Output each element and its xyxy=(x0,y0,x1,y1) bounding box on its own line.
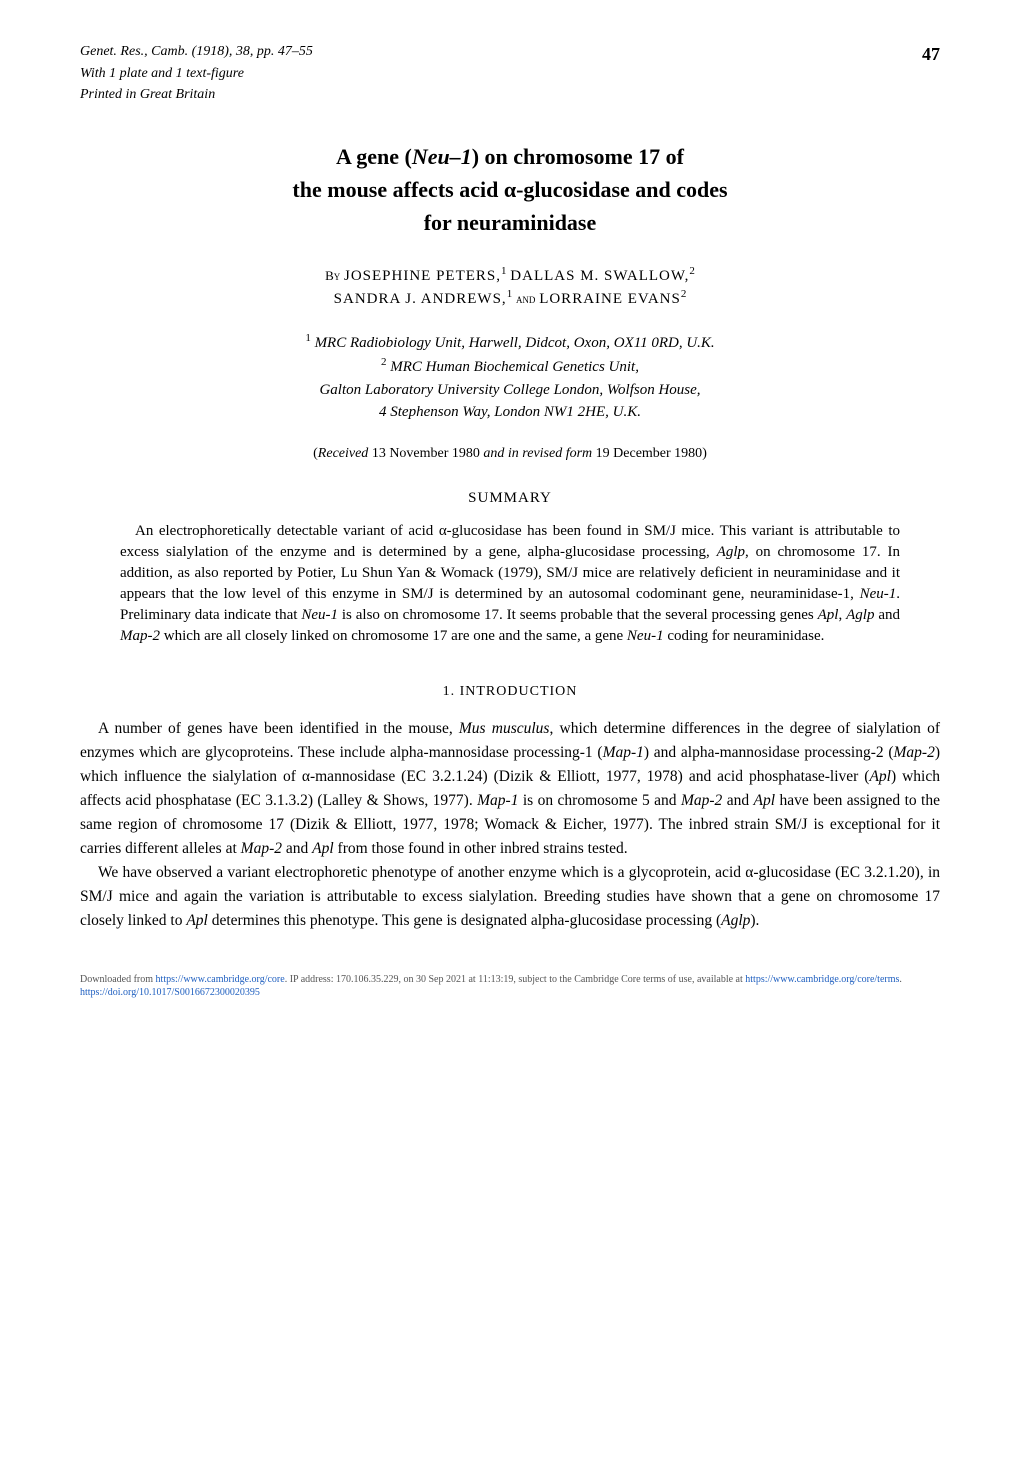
summary-mid-4: , xyxy=(838,607,846,623)
author-2: DALLAS M. SWALLOW, xyxy=(510,268,689,284)
and-label: and xyxy=(516,291,536,306)
summary-text: An electrophoretically detectable varian… xyxy=(120,521,900,647)
aff-1-sup: 1 xyxy=(305,332,311,344)
author-3-sup: 1 xyxy=(507,288,513,300)
p1-gene-6: Apl xyxy=(754,792,776,809)
introduction-body: A number of genes have been identified i… xyxy=(80,717,940,933)
intro-paragraph-2: We have observed a variant electrophoret… xyxy=(80,861,940,933)
summary-end: coding for neuraminidase. xyxy=(664,628,825,644)
intro-paragraph-1: A number of genes have been identified i… xyxy=(80,717,940,861)
affiliation-2: MRC Human Biochemical Genetics Unit, xyxy=(390,359,639,375)
p1-gene-1: Map-1 xyxy=(603,744,644,761)
footer-link-3[interactable]: https://doi.org/10.1017/S001667230002039… xyxy=(80,987,260,998)
p2-mid-1: determines this phenotype. This gene is … xyxy=(208,912,721,929)
p1-mid-6: and xyxy=(722,792,753,809)
affiliation-2b: Galton Laboratory University College Lon… xyxy=(319,382,700,398)
summary-heading: SUMMARY xyxy=(80,488,940,509)
p1-gene-5: Map-2 xyxy=(681,792,722,809)
summary-gene-7: Neu-1 xyxy=(627,628,664,644)
p1-mid-2: ) and alpha-mannosidase processing-2 ( xyxy=(644,744,894,761)
received-date-1: 13 November 1980 xyxy=(372,446,480,461)
footer-link-2[interactable]: https://www.cambridge.org/core/terms xyxy=(745,974,899,985)
affiliations-block: 1 MRC Radiobiology Unit, Harwell, Didcot… xyxy=(110,330,910,424)
p1-gene-7: Map-2 xyxy=(241,840,282,857)
article-title: A gene (Neu–1) on chromosome 17 of the m… xyxy=(120,140,900,239)
p1-species: Mus musculus xyxy=(459,720,550,737)
title-text-pre: A gene ( xyxy=(336,144,412,169)
p1-gene-8: Apl xyxy=(312,840,334,857)
footer-mid-1: . IP address: 170.106.35.229, on 30 Sep … xyxy=(285,974,746,985)
summary-mid-3: is also on chromosome 17. It seems proba… xyxy=(338,607,818,623)
footer-mid-2: . xyxy=(899,974,902,985)
journal-reference: Genet. Res., Camb. (1918), 38, pp. 47–55… xyxy=(80,42,940,62)
received-label: Received xyxy=(318,446,369,461)
title-line2: the mouse affects acid α-glucosidase and… xyxy=(292,177,727,202)
page-number: 47 xyxy=(922,42,940,67)
summary-gene-6: Map-2 xyxy=(120,628,160,644)
p2-gene-2: Aglp xyxy=(721,912,750,929)
title-text-post: ) on chromosome 17 of xyxy=(472,144,684,169)
affiliation-1: MRC Radiobiology Unit, Harwell, Didcot, … xyxy=(315,335,715,351)
summary-gene-1: Aglp xyxy=(717,544,745,560)
header-block: Genet. Res., Camb. (1918), 38, pp. 47–55… xyxy=(80,42,940,105)
authors-block: By JOSEPHINE PETERS,1 DALLAS M. SWALLOW,… xyxy=(80,264,940,310)
and-revised: and in revised form xyxy=(483,446,592,461)
p2-end: ). xyxy=(750,912,759,929)
p1-mid-5: is on chromosome 5 and xyxy=(518,792,681,809)
introduction-heading: 1. INTRODUCTION xyxy=(80,682,940,702)
summary-gene-4: Apl xyxy=(818,607,839,623)
p1-gene-2: Map-2 xyxy=(894,744,935,761)
by-label: By xyxy=(325,268,340,283)
p2-gene-1: Apl xyxy=(186,912,208,929)
title-gene: Neu–1 xyxy=(412,144,472,169)
summary-gene-5: Aglp xyxy=(846,607,874,623)
aff-2-sup: 2 xyxy=(381,356,387,368)
p1-mid-8: and xyxy=(282,840,312,857)
summary-gene-2: Neu-1 xyxy=(860,586,897,602)
summary-mid-5: and xyxy=(874,607,900,623)
affiliation-2c: 4 Stephenson Way, London NW1 2HE, U.K. xyxy=(379,404,641,420)
author-1: JOSEPHINE PETERS, xyxy=(344,268,501,284)
journal-ref-text: Genet. Res., Camb. (1918), 38, pp. 47–55 xyxy=(80,44,313,59)
printed-note: Printed in Great Britain xyxy=(80,85,940,105)
p1-end: from those found in other inbred strains… xyxy=(334,840,628,857)
footer-link-1[interactable]: https://www.cambridge.org/core xyxy=(156,974,285,985)
p1-gene-4: Map-1 xyxy=(477,792,518,809)
download-footer: Downloaded from https://www.cambridge.or… xyxy=(80,973,940,999)
p1-gene-3: Apl xyxy=(869,768,891,785)
author-4: LORRAINE EVANS xyxy=(539,291,681,307)
author-1-sup: 1 xyxy=(501,265,507,277)
footer-pre: Downloaded from xyxy=(80,974,156,985)
author-3: SANDRA J. ANDREWS, xyxy=(334,291,507,307)
plate-note: With 1 plate and 1 text-figure xyxy=(80,64,940,84)
p1-pre: A number of genes have been identified i… xyxy=(98,720,459,737)
author-2-sup: 2 xyxy=(689,265,695,277)
received-dates: (Received 13 November 1980 and in revise… xyxy=(80,444,940,464)
summary-gene-3: Neu-1 xyxy=(301,607,338,623)
author-4-sup: 2 xyxy=(681,288,687,300)
summary-mid-6: which are all closely linked on chromoso… xyxy=(160,628,627,644)
title-line3: for neuraminidase xyxy=(424,210,597,235)
received-date-2: 19 December 1980 xyxy=(596,446,703,461)
paren-close: ) xyxy=(702,446,707,461)
